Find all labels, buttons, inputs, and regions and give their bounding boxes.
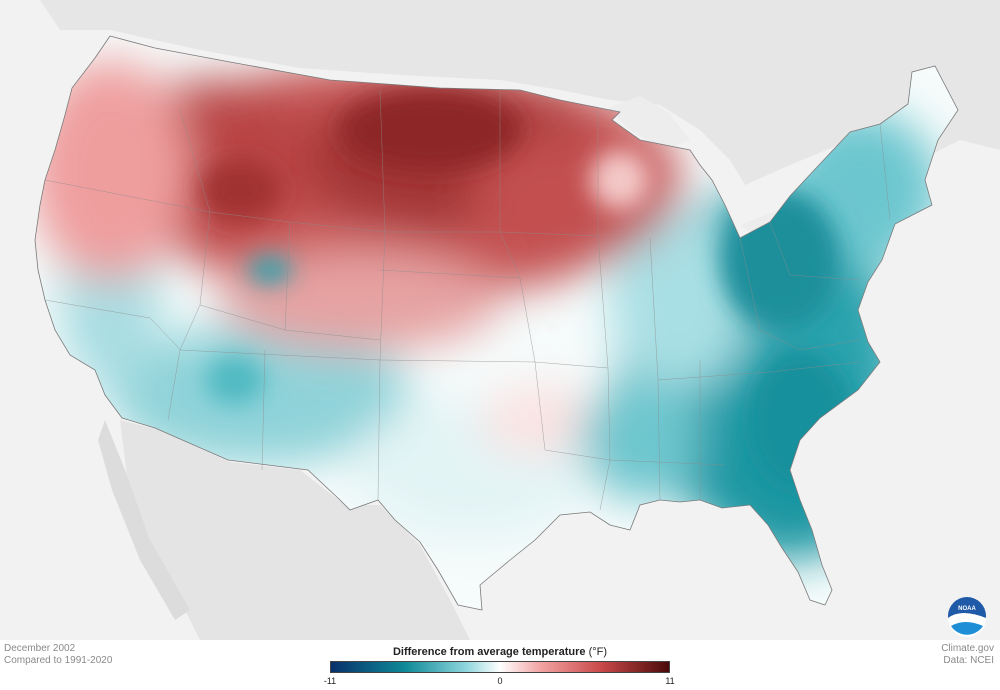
legend-min-label: -11	[323, 676, 337, 686]
legend-max-label: 11	[665, 676, 675, 686]
mexico-landmass	[120, 420, 470, 640]
legend-color-bar	[330, 661, 670, 673]
map-caption: December 2002 Compared to 1991-2020	[4, 643, 112, 667]
legend-title: Difference from average temperature (°F)	[330, 646, 670, 658]
canada-landmass	[0, 0, 1000, 185]
state-borders	[44, 89, 891, 511]
legend-mid-label: 0	[497, 676, 503, 686]
footer: December 2002 Compared to 1991-2020 Diff…	[0, 640, 1000, 690]
us-outline	[34, 35, 959, 611]
legend-title-text: Difference from average temperature	[392, 646, 586, 658]
legend-unit: (°F)	[588, 646, 608, 658]
noaa-logo-sea	[951, 622, 983, 635]
caption-date: December 2002	[4, 643, 76, 654]
credits: Climate.gov Data: NCEI	[941, 643, 994, 667]
credit-data: Data: NCEI	[943, 655, 994, 666]
baja-peninsula	[98, 420, 190, 620]
map-area: NOAA	[0, 0, 1000, 640]
noaa-logo: NOAA	[948, 597, 986, 637]
us-temperature-anomaly-map: NOAA	[0, 0, 1000, 640]
credit-source: Climate.gov	[941, 643, 994, 654]
caption-baseline: Compared to 1991-2020	[4, 655, 113, 666]
noaa-logo-text: NOAA	[958, 606, 976, 612]
